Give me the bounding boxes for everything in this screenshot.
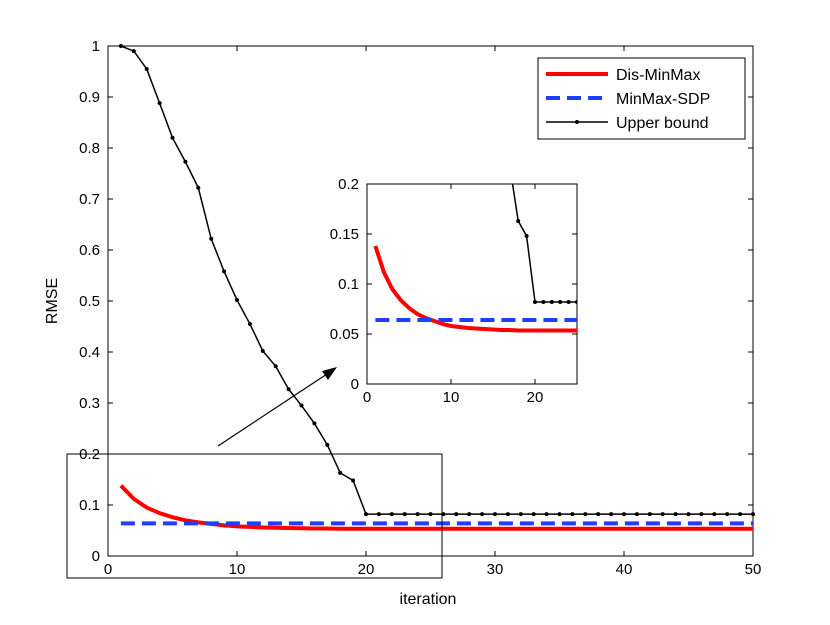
main-point-upper-bound <box>544 512 549 517</box>
main-point-upper-bound <box>712 512 717 517</box>
main-point-upper-bound <box>235 297 239 302</box>
main-x-tick-label: 30 <box>487 561 504 578</box>
main-point-upper-bound <box>376 512 381 517</box>
main-point-upper-bound <box>686 512 691 517</box>
main-line-upper-bound <box>120 45 753 515</box>
main-x-tick-label: 40 <box>616 561 633 578</box>
main-point-upper-bound <box>505 512 510 517</box>
main-point-upper-bound <box>454 512 459 517</box>
main-y-tick-label: 1 <box>92 38 100 55</box>
inset-y-tick-label: 0.05 <box>330 326 359 343</box>
inset-series <box>373 184 577 333</box>
main-x-tick-label: 20 <box>358 561 375 578</box>
main-point-upper-bound <box>183 159 188 164</box>
zoom-arrow <box>217 367 337 447</box>
main-y-tick-label: 0 <box>92 548 100 565</box>
main-x-tick-label: 0 <box>104 561 112 578</box>
main-point-upper-bound <box>415 512 420 517</box>
inset-y-tick-label: 0.1 <box>338 276 359 293</box>
main-y-tick-label: 0.9 <box>79 89 100 106</box>
inset-x-tick-label: 10 <box>443 389 460 406</box>
main-point-upper-bound <box>222 269 227 274</box>
main-point-upper-bound <box>493 512 497 517</box>
inset-x-tick-label: 0 <box>363 389 371 406</box>
main-ticks: 0 10 20 30 40 50 0 0.1 0.2 0.3 0.4 0.5 0.6 0.7 0.8 0.9 1 <box>79 38 761 578</box>
inset-point-upper-bound <box>575 300 577 304</box>
main-point-upper-bound <box>673 512 678 517</box>
main-point-upper-bound <box>273 364 278 369</box>
inset-ticks: 0 10 20 0 0.05 0.1 0.15 0.2 <box>330 176 577 406</box>
main-point-upper-bound <box>299 403 304 408</box>
main-point-upper-bound <box>699 512 704 517</box>
main-point-upper-bound <box>118 44 123 48</box>
main-series <box>118 44 755 531</box>
main-line-dis-minmax <box>119 484 753 531</box>
inset-x-tick-label: 20 <box>527 389 544 406</box>
y-axis-title: RMSE <box>44 278 61 324</box>
inset-point-upper-bound <box>566 300 571 304</box>
main-point-upper-bound <box>660 512 665 517</box>
main-point-upper-bound <box>131 49 136 54</box>
main-point-upper-bound <box>247 321 252 326</box>
main-y-tick-label: 0.3 <box>79 395 100 412</box>
main-point-upper-bound <box>209 236 214 241</box>
main-point-upper-bound <box>196 185 201 190</box>
main-point-upper-bound <box>518 512 523 517</box>
legend-marker-upper-bound <box>575 120 579 124</box>
main-point-upper-bound <box>634 512 639 517</box>
main-point-upper-bound <box>480 512 485 517</box>
main-point-upper-bound <box>596 512 601 517</box>
main-point-upper-bound <box>286 387 291 392</box>
main-point-upper-bound <box>570 512 575 517</box>
main-point-upper-bound <box>751 512 755 517</box>
inset-line-dis-minmax <box>373 245 577 333</box>
main-point-upper-bound <box>583 512 588 517</box>
inset-y-tick-label: 0.15 <box>330 226 359 243</box>
x-axis-title: iteration <box>400 591 457 608</box>
main-point-upper-bound <box>338 470 343 475</box>
main-point-upper-bound <box>144 66 149 71</box>
main-x-tick-label: 10 <box>229 561 246 578</box>
inset-point-upper-bound <box>541 300 546 304</box>
inset-point-upper-bound <box>516 219 521 223</box>
main-point-upper-bound <box>389 512 394 517</box>
main-point-upper-bound <box>531 512 536 517</box>
zoom-region-box <box>66 453 443 579</box>
main-y-tick-label: 0.1 <box>79 497 100 514</box>
main-y-tick-label: 0.5 <box>79 293 100 310</box>
main-point-upper-bound <box>622 512 626 517</box>
main-point-upper-bound <box>725 512 730 517</box>
main-point-upper-bound <box>609 512 614 517</box>
legend-label-upper-bound: Upper bound <box>616 115 709 132</box>
main-y-tick-label: 0.8 <box>79 140 100 157</box>
main-x-tick-label: 50 <box>745 561 762 578</box>
inset-point-upper-bound <box>524 234 529 238</box>
inset-y-tick-label: 0.2 <box>338 176 359 193</box>
main-y-tick-label: 0.4 <box>79 344 100 361</box>
main-point-upper-bound <box>557 512 562 517</box>
main-point-upper-bound <box>351 478 356 483</box>
inset-point-upper-bound <box>558 300 563 304</box>
legend-label-dis-minmax: Dis-MinMax <box>616 67 700 84</box>
main-point-upper-bound <box>170 135 175 140</box>
main-point-upper-bound <box>467 512 472 517</box>
main-point-upper-bound <box>157 101 162 106</box>
main-point-upper-bound <box>402 512 407 517</box>
inset-y-tick-label: 0 <box>351 376 359 393</box>
main-y-tick-label: 0.6 <box>79 242 100 259</box>
legend: Dis-MinMax MinMax-SDP Upper bound <box>537 57 746 140</box>
legend-label-minmax-sdp: MinMax-SDP <box>616 91 710 108</box>
inset-point-upper-bound <box>549 300 554 304</box>
main-y-tick-label: 0.7 <box>79 191 100 208</box>
main-point-upper-bound <box>364 512 368 517</box>
inset-point-upper-bound <box>533 300 537 304</box>
main-point-upper-bound <box>738 512 743 517</box>
inset-plot-frame <box>366 183 578 385</box>
main-point-upper-bound <box>325 442 330 447</box>
main-point-upper-bound <box>428 512 433 517</box>
main-point-upper-bound <box>312 421 317 426</box>
main-point-upper-bound <box>647 512 652 517</box>
main-point-upper-bound <box>260 348 265 353</box>
